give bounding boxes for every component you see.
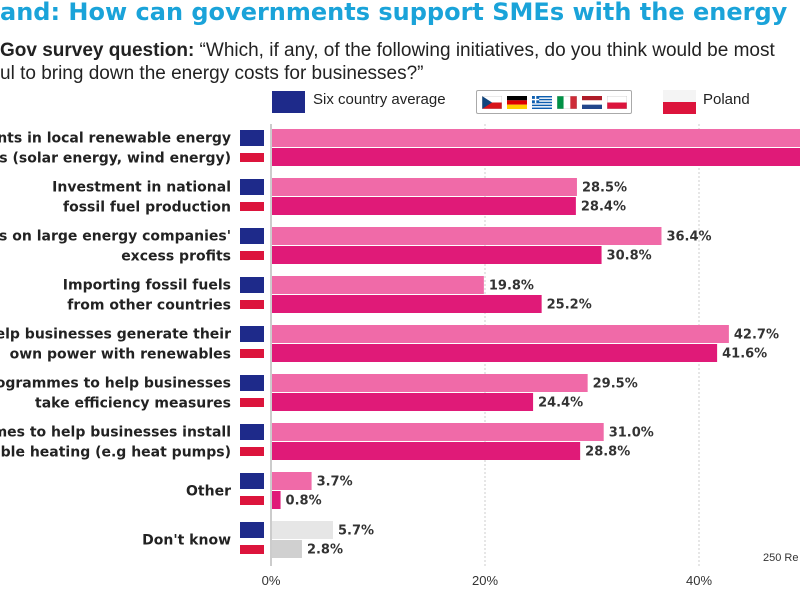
bar-average bbox=[272, 178, 577, 196]
data-label: 3.7% bbox=[317, 475, 353, 490]
legend-poland-label: Poland bbox=[703, 91, 750, 108]
poland-marker bbox=[240, 202, 264, 211]
bar-average bbox=[272, 227, 662, 245]
poland-marker bbox=[240, 447, 264, 456]
survey-question-line-2: ul to bring down the energy costs for bu… bbox=[0, 63, 424, 84]
survey-question-label: Gov survey question: bbox=[0, 40, 195, 61]
bar-average bbox=[272, 129, 800, 147]
average-marker bbox=[240, 326, 264, 342]
data-label: 28.8% bbox=[585, 445, 630, 460]
bar-poland bbox=[272, 246, 602, 264]
bar-poland bbox=[272, 442, 581, 460]
bar-average bbox=[272, 325, 729, 343]
average-marker bbox=[240, 375, 264, 391]
survey-question-line-1: Gov survey question: “Which, if any, of … bbox=[0, 40, 775, 62]
bar-average bbox=[272, 374, 588, 392]
legend-average-label: Six country average bbox=[313, 91, 446, 108]
x-tick-label: 40% bbox=[686, 573, 712, 588]
category-label: own power with renewables bbox=[10, 347, 231, 363]
average-marker bbox=[240, 130, 264, 146]
data-label: 25.2% bbox=[547, 298, 592, 313]
data-label: 42.7% bbox=[734, 328, 779, 343]
category-label: take efficiency measures bbox=[35, 396, 231, 412]
country-flags bbox=[476, 90, 632, 114]
data-label: 29.5% bbox=[593, 377, 638, 392]
category-label: help businesses generate their bbox=[0, 327, 231, 343]
bar-average bbox=[272, 521, 333, 539]
poland-marker bbox=[240, 349, 264, 358]
czech-flag-icon bbox=[482, 96, 502, 109]
average-marker bbox=[240, 179, 264, 195]
average-marker bbox=[240, 424, 264, 440]
category-label: tes on large energy companies' bbox=[0, 229, 231, 245]
average-marker bbox=[240, 522, 264, 538]
data-label: 2.8% bbox=[307, 543, 343, 558]
data-label: 0.8% bbox=[286, 494, 322, 509]
source-note: 250 Re bbox=[763, 552, 799, 564]
data-label: 19.8% bbox=[489, 279, 534, 294]
italian-flag-icon bbox=[557, 96, 577, 109]
category-label: mes to help businesses install bbox=[0, 425, 231, 441]
category-label: Don't know bbox=[142, 533, 231, 549]
data-label: 30.8% bbox=[607, 249, 652, 264]
bar-poland bbox=[272, 393, 534, 411]
bar-average bbox=[272, 472, 312, 490]
greek-flag-icon bbox=[532, 96, 552, 109]
bar-poland bbox=[272, 540, 302, 558]
category-label: Investment in national bbox=[52, 180, 231, 196]
category-label: wable heating (e.g heat pumps) bbox=[0, 445, 231, 461]
data-label: 36.4% bbox=[666, 230, 711, 245]
poland-marker bbox=[240, 398, 264, 407]
polish-flag-icon bbox=[607, 96, 627, 109]
data-label: 24.4% bbox=[538, 396, 583, 411]
bar-poland bbox=[272, 344, 718, 362]
poland-marker bbox=[240, 251, 264, 260]
legend-average-swatch bbox=[272, 91, 305, 113]
category-label: ents in local renewable energy bbox=[0, 131, 231, 147]
x-tick-label: 20% bbox=[472, 573, 498, 588]
bar-poland bbox=[272, 197, 576, 215]
average-marker bbox=[240, 228, 264, 244]
data-label: 5.7% bbox=[338, 524, 374, 539]
poland-marker bbox=[240, 496, 264, 505]
average-marker bbox=[240, 473, 264, 489]
dutch-flag-icon bbox=[582, 96, 602, 109]
category-label: from other countries bbox=[67, 298, 231, 314]
survey-question-text: “Which, if any, of the following initiat… bbox=[194, 40, 775, 61]
category-label: cts (solar energy, wind energy) bbox=[0, 151, 231, 167]
poland-marker bbox=[240, 153, 264, 162]
bar-average bbox=[272, 423, 604, 441]
bar-poland bbox=[272, 491, 281, 509]
data-label: 31.0% bbox=[609, 426, 654, 441]
average-marker bbox=[240, 277, 264, 293]
bar-average bbox=[272, 276, 484, 294]
legend-poland-flag-swatch bbox=[663, 90, 696, 114]
category-label: fossil fuel production bbox=[63, 200, 231, 216]
chart-title: and: How can governments support SMEs wi… bbox=[0, 0, 788, 26]
bar-poland bbox=[272, 295, 542, 313]
poland-marker bbox=[240, 300, 264, 309]
x-tick-label: 0% bbox=[262, 573, 281, 588]
data-label: 28.5% bbox=[582, 181, 627, 196]
category-label: Other bbox=[186, 484, 231, 500]
legend: Six country average Poland bbox=[0, 88, 800, 118]
poland-marker bbox=[240, 545, 264, 554]
category-label: Importing fossil fuels bbox=[63, 278, 231, 294]
data-label: 41.6% bbox=[722, 347, 767, 362]
category-label: rogrammes to help businesses bbox=[0, 376, 231, 392]
german-flag-icon bbox=[507, 96, 527, 109]
category-label: excess profits bbox=[121, 249, 231, 265]
bar-poland bbox=[272, 148, 800, 166]
data-label: 28.4% bbox=[581, 200, 626, 215]
